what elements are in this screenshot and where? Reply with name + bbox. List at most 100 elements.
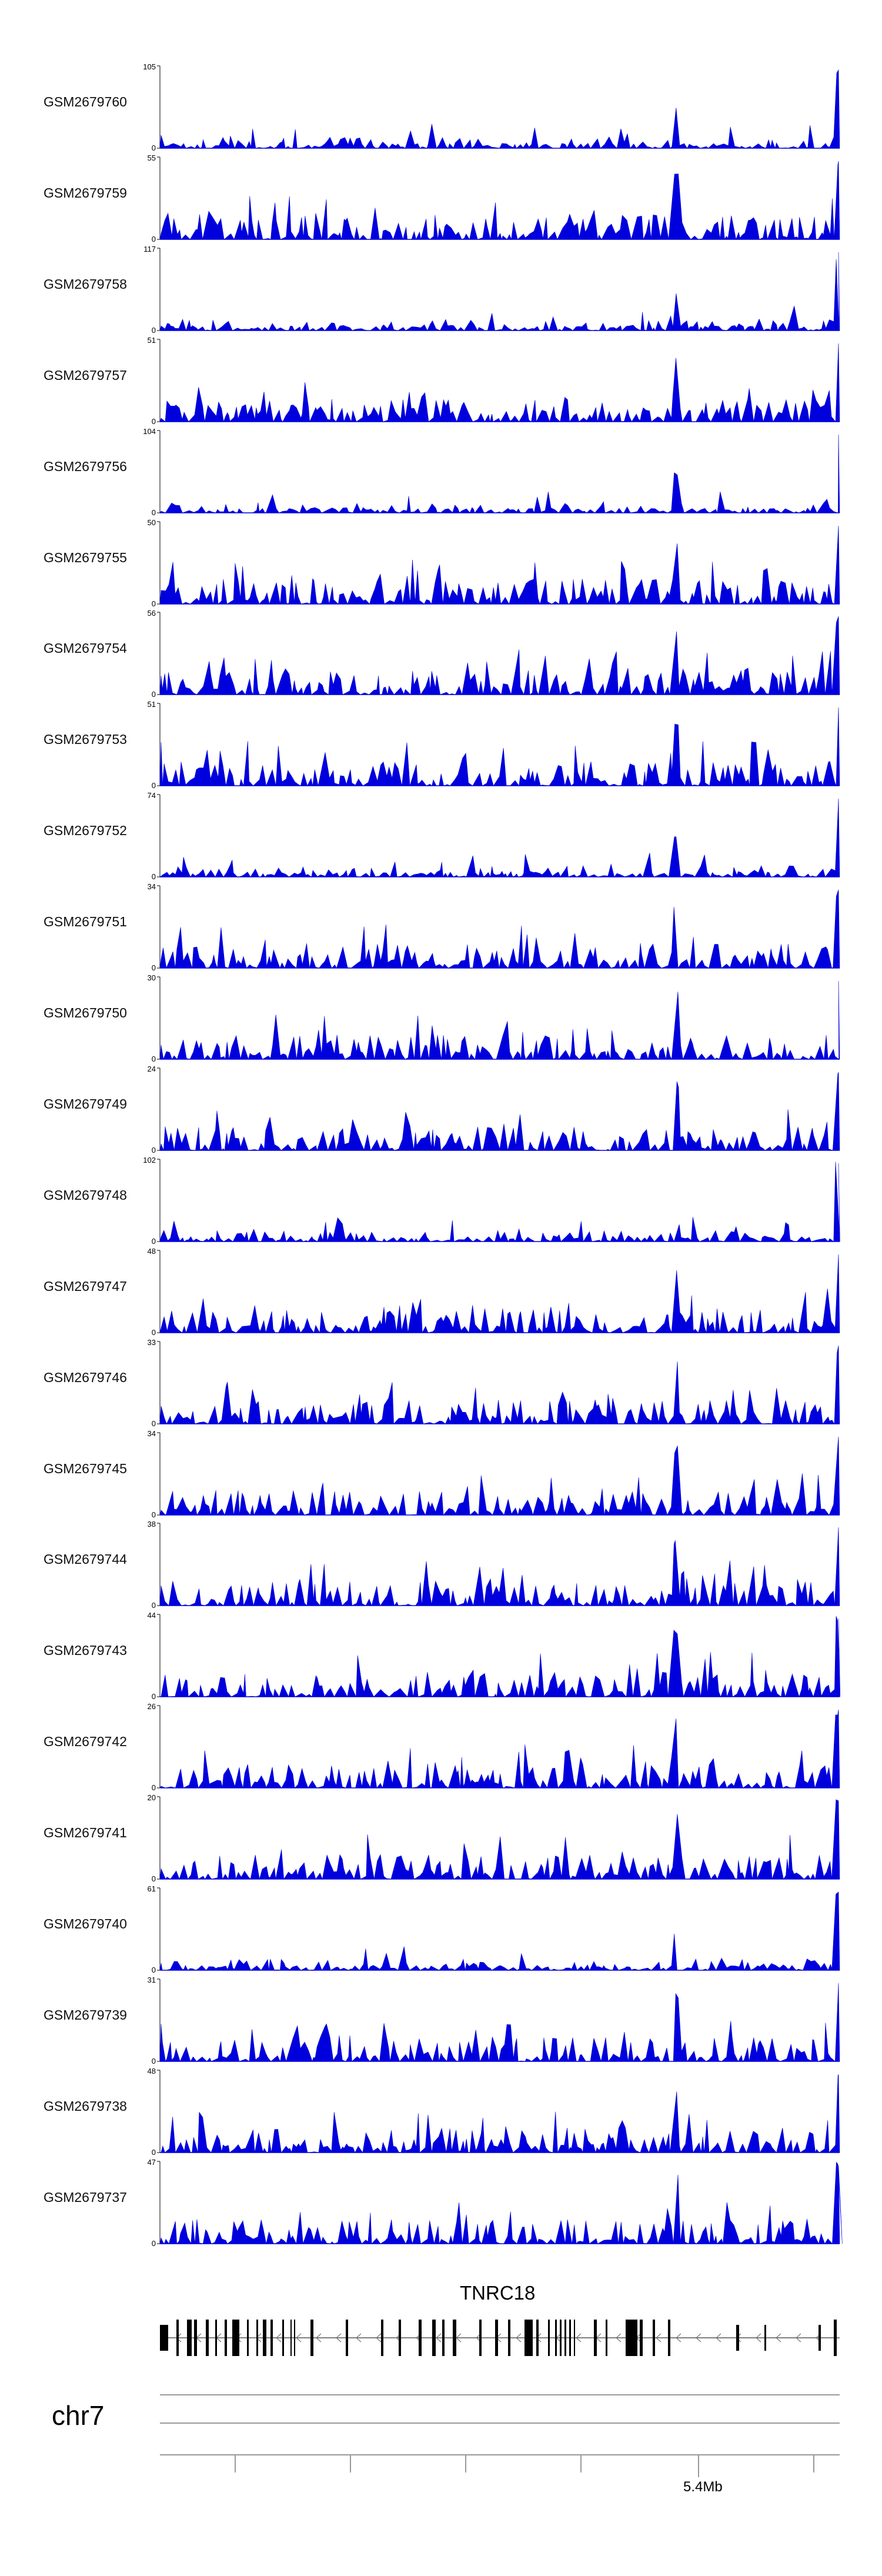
strand-arrow: [436, 2333, 442, 2343]
coverage-area: [159, 889, 840, 969]
coverage-area: [159, 1162, 840, 1243]
track-GSM2679745: GSM2679745 34 0: [0, 1427, 882, 1518]
track-GSM2679747: GSM2679747 48 0: [0, 1244, 882, 1336]
exon: [640, 2320, 643, 2356]
exon: [555, 2320, 557, 2356]
exon: [270, 2320, 273, 2356]
track-label: GSM2679745: [44, 1461, 127, 1476]
track-GSM2679751: GSM2679751 34 0: [0, 880, 882, 971]
y-min-label: 0: [152, 144, 156, 151]
y-min-label: 0: [152, 963, 156, 971]
exon: [626, 2320, 637, 2356]
track-plot: 61 0: [148, 1884, 840, 1973]
track-GSM2679749: GSM2679749 24 0: [0, 1062, 882, 1153]
track-GSM2679737: GSM2679737 47 0: [0, 2155, 882, 2247]
exon: [225, 2320, 227, 2356]
exon: [564, 2320, 566, 2356]
track-GSM2679746: GSM2679746 33 0: [0, 1336, 882, 1427]
y-max-label: 44: [148, 1611, 156, 1620]
track-plot: 34 0: [148, 1429, 840, 1518]
track-GSM2679757: GSM2679757 51 0: [0, 333, 882, 425]
track-GSM2679742: GSM2679742 26 0: [0, 1700, 882, 1791]
y-max-label: 51: [148, 700, 156, 709]
track-plot: 55 0: [148, 154, 840, 242]
track-GSM2679741: GSM2679741 20 0: [0, 1791, 882, 1882]
y-max-label: 38: [148, 1520, 156, 1529]
y-max-label: 104: [143, 427, 156, 436]
exon: [442, 2320, 445, 2356]
coverage-area: [159, 69, 840, 149]
coverage-area: [159, 2074, 840, 2154]
strand-arrow: [356, 2333, 362, 2343]
exon: [569, 2320, 571, 2356]
exon: [594, 2320, 597, 2356]
y-min-label: 0: [152, 1601, 156, 1609]
y-min-label: 0: [152, 2148, 156, 2155]
track-plot: 48 0: [148, 2067, 840, 2155]
track-GSM2679758: GSM2679758 117 0: [0, 242, 882, 333]
exon: [834, 2320, 837, 2356]
track-label: GSM2679757: [44, 368, 127, 383]
coverage-area: [159, 798, 840, 878]
coverage-area: [159, 707, 840, 787]
exon: [574, 2320, 575, 2356]
coverage-area: [159, 434, 840, 514]
strand-arrow: [656, 2333, 662, 2343]
coverage-area: [159, 2161, 843, 2245]
y-max-label: 117: [143, 245, 156, 253]
strand-arrow: [516, 2333, 522, 2343]
exon: [419, 2320, 422, 2356]
y-max-label: 48: [148, 2067, 156, 2076]
exon: [282, 2320, 284, 2356]
track-label: GSM2679747: [44, 1279, 127, 1294]
strand-arrow: [316, 2333, 322, 2343]
exon: [310, 2320, 313, 2356]
y-max-label: 61: [148, 1884, 156, 1893]
exon: [346, 2320, 348, 2356]
exon: [764, 2325, 766, 2351]
gene-annotation-track: [0, 2282, 882, 2364]
exon: [524, 2320, 533, 2356]
y-min-label: 0: [152, 1419, 156, 1427]
track-GSM2679759: GSM2679759 55 0: [0, 151, 882, 242]
y-min-label: 0: [152, 1783, 156, 1791]
track-plot: 33 0: [148, 1338, 840, 1427]
strand-arrow: [716, 2333, 721, 2343]
track-GSM2679739: GSM2679739 31 0: [0, 1973, 882, 2064]
coverage-area: [159, 1616, 841, 1698]
y-min-label: 0: [152, 235, 156, 242]
y-min-label: 0: [152, 1055, 156, 1062]
y-max-label: 74: [148, 791, 156, 800]
exon: [290, 2320, 292, 2356]
exon: [256, 2320, 258, 2356]
strand-arrow: [376, 2333, 382, 2343]
track-plot: 74 0: [148, 791, 840, 880]
track-label: GSM2679750: [44, 1005, 127, 1020]
y-max-label: 105: [143, 62, 156, 71]
y-min-label: 0: [152, 508, 156, 516]
axis-tick-label: 5.4Mb: [683, 2479, 723, 2495]
coverage-area: [159, 1072, 840, 1152]
y-min-label: 0: [152, 1692, 156, 1700]
y-min-label: 0: [152, 417, 156, 425]
coverage-area: [159, 1436, 840, 1516]
exon: [548, 2320, 550, 2356]
track-label: GSM2679742: [44, 1734, 127, 1749]
exon: [536, 2320, 539, 2356]
y-min-label: 0: [152, 1874, 156, 1882]
exon: [736, 2325, 739, 2351]
strand-arrow: [296, 2333, 302, 2343]
track-GSM2679760: GSM2679760 105 0: [0, 60, 882, 151]
track-plot: 34 0: [148, 882, 840, 971]
track-GSM2679756: GSM2679756 104 0: [0, 425, 882, 516]
y-max-label: 24: [148, 1065, 156, 1073]
track-label: GSM2679751: [44, 914, 127, 929]
track-plot: 30 0: [148, 973, 840, 1062]
track-plot: 47 0: [148, 2158, 843, 2247]
track-label: GSM2679754: [44, 640, 127, 656]
y-max-label: 34: [148, 1429, 156, 1438]
track-GSM2679755: GSM2679755 50 0: [0, 516, 882, 607]
exon: [206, 2320, 209, 2356]
track-label: GSM2679753: [44, 732, 127, 747]
exon: [194, 2320, 197, 2356]
